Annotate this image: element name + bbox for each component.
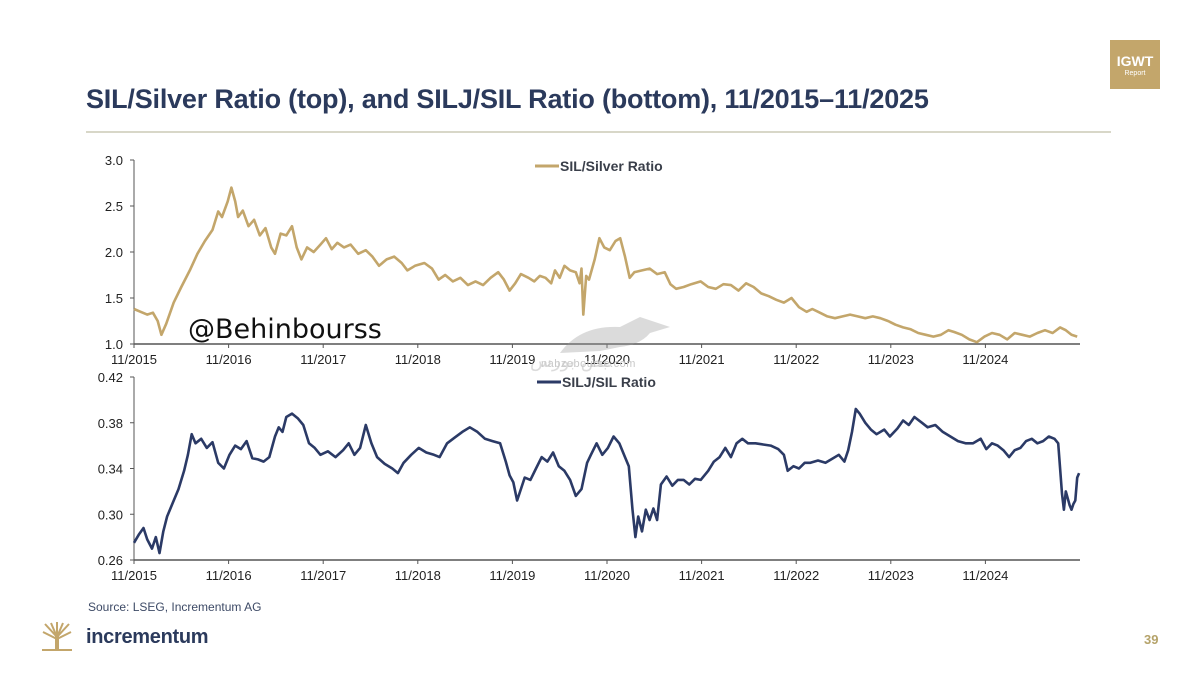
badge-main-text: IGWT xyxy=(1116,53,1154,69)
y-tick-label: 0.30 xyxy=(98,507,123,522)
title-divider xyxy=(86,131,1111,133)
sil-silver-ratio-chart: 1.0 1.5 2.0 2.5 3.0 11/2015 11/2016 11/2017 11/2… xyxy=(105,153,1080,367)
y-tick-label: 1.0 xyxy=(105,337,123,352)
x-tick-label: 11/2016 xyxy=(206,568,252,583)
handle-watermark: @Behinbourss xyxy=(188,314,382,345)
x-tick-label: 11/2019 xyxy=(489,568,535,583)
x-tick-label: 11/2023 xyxy=(868,352,914,367)
legend-label: SILJ/SIL Ratio xyxy=(562,374,656,390)
y-tick-label: 2.0 xyxy=(105,245,123,260)
incrementum-tree-logo xyxy=(42,622,72,651)
x-tick-label: 11/2023 xyxy=(868,568,914,583)
y-tick-label: 0.26 xyxy=(98,553,123,568)
page-number: 39 xyxy=(1144,632,1159,647)
page-title: SIL/Silver Ratio (top), and SILJ/SIL Rat… xyxy=(86,84,929,114)
x-tick-label: 11/2024 xyxy=(962,352,1008,367)
x-tick-label: 11/2017 xyxy=(300,568,346,583)
y-tick-label: 0.42 xyxy=(98,370,123,385)
x-tick-label: 11/2022 xyxy=(773,352,819,367)
legend-label: SIL/Silver Ratio xyxy=(560,158,663,174)
x-tick-label: 11/2022 xyxy=(773,568,819,583)
brand-name: incrementum xyxy=(86,626,209,648)
x-tick-label: 11/2021 xyxy=(679,352,725,367)
y-tick-label: 0.34 xyxy=(98,462,123,477)
bull-watermark-logo: نبض بورس xyxy=(530,317,670,372)
x-tick-label: 11/2015 xyxy=(111,352,157,367)
source-note: Source: LSEG, Incrementum AG xyxy=(88,600,262,614)
x-tick-label: 11/2017 xyxy=(300,352,346,367)
x-tick-label: 11/2018 xyxy=(395,568,441,583)
badge-sub-text: Report xyxy=(1124,70,1146,77)
x-tick-label: 11/2019 xyxy=(489,352,535,367)
x-tick-label: 11/2020 xyxy=(584,568,630,583)
y-tick-label: 0.38 xyxy=(98,416,123,431)
x-tick-label: 11/2024 xyxy=(962,568,1008,583)
watermark-url: nabzebourse.com xyxy=(541,358,636,370)
x-tick-label: 11/2015 xyxy=(111,568,157,583)
y-tick-label: 3.0 xyxy=(105,153,123,168)
x-tick-label: 11/2021 xyxy=(679,568,725,583)
series-line xyxy=(133,186,1078,344)
x-tick-label: 11/2018 xyxy=(395,352,441,367)
series-line xyxy=(132,407,1081,555)
y-tick-label: 1.5 xyxy=(105,291,123,306)
igwt-report-badge: IGWT Report xyxy=(1110,40,1160,89)
y-tick-label: 2.5 xyxy=(105,199,123,214)
svg-text:نبض بورس: نبض بورس xyxy=(530,351,613,372)
silj-sil-ratio-chart: 0.26 0.30 0.34 0.38 0.42 11/2015 11/2016 11/201… xyxy=(98,370,1081,583)
x-tick-label: 11/2016 xyxy=(206,352,252,367)
x-tick-label: 11/2020 xyxy=(584,352,630,367)
